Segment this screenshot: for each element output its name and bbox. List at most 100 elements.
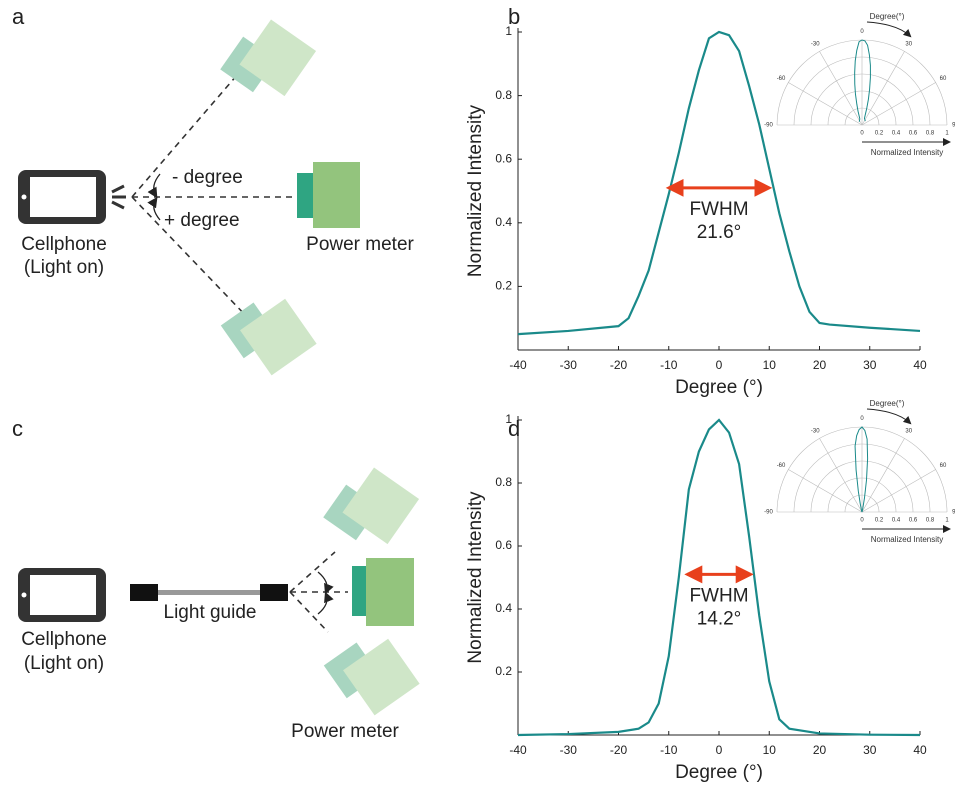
y-tick-label: 0.6	[495, 151, 512, 165]
angle-label: Degree(°)	[870, 399, 905, 408]
x-tick-label: 30	[863, 743, 877, 757]
angle-arrow	[147, 173, 161, 199]
angle-direction	[866, 408, 912, 425]
y-axis-label: Normalized Intensity	[465, 104, 486, 277]
x-tick-label: -30	[560, 743, 578, 757]
phone-label: (Light on)	[24, 257, 104, 278]
phone-label: (Light on)	[24, 653, 104, 674]
r-tick-label: 0.2	[875, 518, 884, 524]
theta-tick-label: 90	[952, 123, 955, 129]
light-guide	[158, 590, 260, 595]
x-tick-label: 40	[913, 743, 927, 757]
y-tick-label: 0.2	[495, 664, 512, 678]
guide-end	[130, 584, 158, 601]
y-tick-label: 0.4	[495, 215, 512, 229]
y-tick-label: 0.8	[495, 88, 512, 102]
theta-tick-label: 60	[940, 76, 947, 82]
polar-spoke	[861, 438, 905, 513]
x-tick-label: -20	[610, 743, 628, 757]
detector	[220, 298, 317, 376]
detector	[323, 638, 420, 716]
theta-tick-label: -30	[811, 429, 820, 435]
detector	[220, 19, 317, 97]
polar-line	[854, 39, 871, 122]
r-tick-label: 0.2	[875, 131, 884, 137]
r-tick-label: 0	[860, 518, 864, 524]
x-tick-label: -10	[660, 743, 678, 757]
angle-label: Degree(°)	[870, 12, 905, 21]
x-tick-label: -40	[509, 743, 527, 757]
theta-tick-label: -60	[777, 463, 786, 469]
x-tick-label: 30	[863, 358, 877, 372]
fwhm-value: 14.2°	[697, 608, 742, 629]
polar-line	[854, 426, 869, 513]
theta-tick-label: 0	[860, 416, 864, 422]
r-label: Normalized Intensity	[871, 535, 943, 544]
fwhm-value: 21.6°	[697, 222, 742, 243]
angle-arrow	[147, 196, 161, 221]
r-label: Normalized Intensity	[871, 148, 943, 157]
diagram-c: c Light guide Cellphone (Light on) Power…	[12, 416, 420, 742]
theta-tick-label: -90	[764, 510, 773, 516]
r-tick-label: 0	[860, 131, 864, 137]
r-tick-label: 1	[945, 518, 949, 524]
x-axis-label: Degree (°)	[675, 377, 763, 398]
x-axis-label: Degree (°)	[675, 762, 763, 783]
r-tick-label: 0.8	[926, 131, 935, 137]
theta-tick-label: -30	[811, 42, 820, 48]
minus-degree: - degree	[172, 167, 243, 188]
power-meter	[313, 162, 360, 228]
polar-spoke	[861, 469, 936, 513]
polar-spoke	[788, 469, 863, 513]
r-tick-label: 0.6	[909, 518, 918, 524]
r-tick-label: 0.4	[892, 131, 901, 137]
x-tick-label: 40	[913, 358, 927, 372]
panel-label: a	[12, 4, 25, 29]
x-tick-label: 0	[716, 743, 723, 757]
panel-label: b	[508, 4, 520, 29]
theta-tick-label: 30	[905, 42, 912, 48]
angle-arrow	[317, 591, 334, 615]
polar-spoke	[819, 51, 863, 126]
theta-tick-label: 0	[860, 29, 864, 35]
fwhm-text: FWHM	[689, 199, 748, 220]
polar-spoke	[788, 82, 863, 126]
power-meter	[366, 558, 414, 626]
fwhm-text: FWHM	[689, 585, 748, 606]
x-tick-label: 20	[813, 743, 827, 757]
x-tick-label: -10	[660, 358, 678, 372]
power-meter-head	[297, 173, 313, 218]
light-rays	[111, 184, 126, 210]
detector	[323, 467, 420, 545]
y-tick-label: 1	[505, 24, 512, 38]
x-tick-label: 10	[763, 358, 777, 372]
series-line	[517, 30, 921, 336]
phone-screen	[30, 575, 96, 615]
x-tick-label: 20	[813, 358, 827, 372]
r-tick-label: 0.6	[909, 131, 918, 137]
diagram-a: a - degree + degree Cellphone (Light on)…	[12, 4, 415, 376]
x-tick-label: 10	[763, 743, 777, 757]
x-tick-label: -30	[560, 358, 578, 372]
y-tick-label: 1	[505, 412, 512, 426]
y-tick-label: 0.4	[495, 601, 512, 615]
series-line	[517, 418, 921, 737]
meter-label: Power meter	[306, 234, 414, 255]
guide-label: Light guide	[164, 602, 257, 623]
y-tick-label: 0.8	[495, 475, 512, 489]
y-tick-label: 0.2	[495, 279, 512, 293]
angle-arrow	[317, 571, 334, 595]
theta-tick-label: -90	[764, 123, 773, 129]
r-tick-label: 0.4	[892, 518, 901, 524]
phone-label: Cellphone	[21, 629, 107, 650]
guide-end	[260, 584, 288, 601]
polar-spoke	[819, 438, 863, 513]
beam-lines	[131, 59, 296, 321]
phone-button	[21, 194, 27, 200]
r-tick-label: 1	[945, 131, 949, 137]
r-tick-label: 0.8	[926, 518, 935, 524]
panel-label: c	[12, 416, 23, 441]
x-tick-label: -40	[509, 358, 527, 372]
theta-tick-label: -60	[777, 76, 786, 82]
